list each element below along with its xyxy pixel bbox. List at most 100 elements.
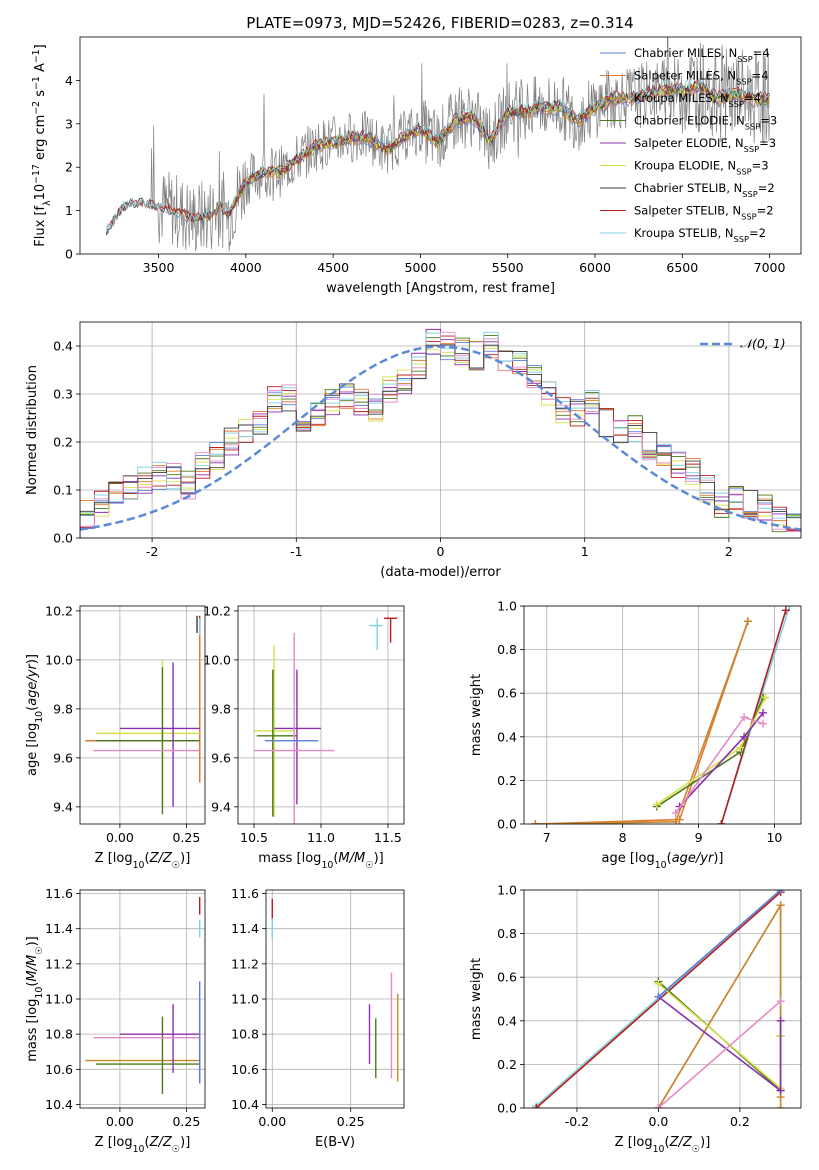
x-tick-label: 11.5: [374, 830, 402, 845]
y-tick-label: 0.6: [497, 686, 517, 701]
y-tick-label: 0.0: [497, 1101, 517, 1116]
mass-weight-marker: [740, 713, 749, 722]
y-tick-label: 10.0: [203, 652, 231, 667]
x-tick-label: 5500: [492, 260, 524, 275]
y-axis-label: mass weight: [469, 674, 484, 756]
y-tick-label: 9.8: [211, 701, 231, 716]
y-tick-label: 11.6: [45, 886, 73, 901]
y-tick-label: 10.0: [45, 652, 73, 667]
x-tick-label: 4000: [230, 260, 262, 275]
x-tick-label: 6000: [579, 260, 611, 275]
legend-label: Kroupa ELODIE, NSSP=3: [634, 159, 769, 177]
x-axis-label: age [log10(age/yr)]: [601, 851, 723, 871]
mass-weight-marker: [654, 979, 663, 988]
mass-weight-line: [656, 697, 764, 808]
y-tick-label: 1: [65, 203, 73, 218]
x-tick-label: 0.00: [258, 1114, 286, 1129]
y-tick-label: 0: [65, 247, 73, 262]
legend-label: Chabrier ELODIE, NSSP=3: [634, 114, 777, 132]
y-axis-label: age [log10(age/yr)]: [25, 654, 45, 776]
y-tick-label: 0.8: [497, 926, 517, 941]
mass-weight-line: [535, 621, 749, 824]
residual-histogram: [80, 344, 801, 538]
spectrum-model-line: [165, 85, 770, 223]
x-axis-label: E(B-V): [315, 1135, 355, 1150]
x-axis-label: wavelength [Angstrom, rest frame]: [326, 281, 555, 296]
y-tick-label: 0.2: [497, 1057, 517, 1072]
x-tick-label: 0.25: [172, 1114, 200, 1129]
axes-mass-weight-vs-age: 7 8 9 10 0.0 0.2 0.4 0.6 0.8 1.0 age [log10(age/yr…: [469, 599, 802, 871]
y-tick-label: 11.2: [231, 956, 259, 971]
x-tick-label: 0.2: [730, 1114, 750, 1129]
mass-weight-marker: [759, 708, 768, 717]
legend-label: Chabrier STELIB, NSSP=2: [634, 181, 775, 199]
axes-frame: [523, 605, 802, 825]
x-tick-label: 8: [619, 830, 627, 845]
x-tick-label: 4500: [317, 260, 349, 275]
mass-weight-line: [656, 697, 767, 806]
y-tick-label: 10.2: [45, 603, 73, 618]
legend-label: Salpeter MILES, NSSP=4: [634, 69, 769, 87]
mass-weight-marker: [781, 606, 790, 615]
x-tick-label: 7: [543, 830, 551, 845]
axes-mass-vs-ebv: 0.00 0.25 10.4 10.6 10.8 11.0 11.2 11.4 11.6 E(B-…: [231, 886, 405, 1150]
y-tick-label: 10.2: [203, 603, 231, 618]
mass-weight-marker: [531, 820, 540, 824]
y-tick-label: 0.6: [497, 970, 517, 985]
plot-area-mass-weight-vs-age: [531, 606, 794, 824]
y-tick-label: 1.0: [497, 599, 517, 614]
y-tick-label: 10.4: [45, 1097, 73, 1112]
spectrum-model-line: [165, 86, 770, 225]
gaussian-reference-curve: [80, 345, 801, 531]
y-tick-label: 0.2: [497, 773, 517, 788]
y-axis-label: mass [log10(M/M☉)]: [25, 936, 45, 1062]
axes-age-vs-mass: 10.5 11.0 11.5 9.4 9.6 9.8 10.0 10.2 mass [log10…: [203, 603, 405, 871]
axes-residuals: -2 -1 0 1 2 0.0 0.1 0.2 0.3 0.4 𝒩(0, 1) (data-model…: [25, 321, 802, 580]
legend-label: Salpeter ELODIE, NSSP=3: [634, 136, 776, 154]
plot-area-spectrum: [105, 37, 770, 252]
mass-weight-marker: [776, 1104, 785, 1108]
y-tick-label: 0.3: [53, 387, 73, 402]
mass-weight-marker: [776, 901, 785, 910]
mass-weight-marker: [776, 890, 785, 894]
plot-area-age-vs-mass: [254, 617, 398, 824]
figure-title: PLATE=0973, MJD=52426, FIBERID=0283, z=0…: [246, 14, 633, 32]
y-tick-label: 4: [65, 73, 73, 88]
y-axis-label: Flux [fλ10−17 erg cm−2 s−1 A−1]: [31, 44, 53, 246]
y-tick-label: 0.4: [497, 729, 517, 744]
y-tick-label: 10.8: [45, 1027, 73, 1042]
x-tick-label: 0.00: [106, 830, 134, 845]
mass-weight-line: [535, 621, 749, 824]
x-tick-label: 3500: [143, 260, 175, 275]
legend-label: 𝒩(0, 1): [740, 336, 786, 351]
y-tick-label: 10.6: [231, 1062, 259, 1077]
axes-age-vs-Z: 0.00 0.25 9.4 9.6 9.8 10.0 10.2 Z [log10(Z/Z☉)]…: [25, 603, 206, 871]
y-tick-label: 11.0: [45, 992, 73, 1007]
mass-weight-line: [657, 902, 782, 1108]
x-tick-label: 10.5: [240, 830, 268, 845]
legend-label: Chabrier MILES, NSSP=4: [634, 46, 770, 64]
y-tick-label: 11.0: [231, 992, 259, 1007]
y-tick-label: 9.8: [53, 701, 73, 716]
y-tick-label: 2: [65, 160, 73, 175]
axes-frame: [79, 36, 802, 255]
y-tick-label: 0.8: [497, 642, 517, 657]
spectrum-model-line: [106, 77, 770, 228]
y-axis-label: mass weight: [469, 958, 484, 1040]
mass-weight-marker: [759, 719, 768, 728]
x-tick-label: -1: [290, 544, 302, 559]
y-tick-label: 10.6: [45, 1062, 73, 1077]
mass-weight-line: [657, 1000, 782, 1108]
y-tick-label: 0.4: [497, 1013, 517, 1028]
x-tick-label: -0.2: [565, 1114, 589, 1129]
mass-weight-marker: [654, 1104, 663, 1108]
mass-weight-line: [657, 983, 782, 1091]
x-tick-label: 0.00: [106, 1114, 134, 1129]
legend-label: Salpeter STELIB, NSSP=2: [634, 204, 774, 222]
mass-weight-marker: [736, 743, 745, 752]
mass-weight-marker: [740, 732, 749, 741]
x-tick-label: 10: [766, 830, 782, 845]
x-tick-label: 5000: [405, 260, 437, 275]
axes-frame: [523, 889, 802, 1109]
y-tick-label: 1.0: [497, 883, 517, 898]
